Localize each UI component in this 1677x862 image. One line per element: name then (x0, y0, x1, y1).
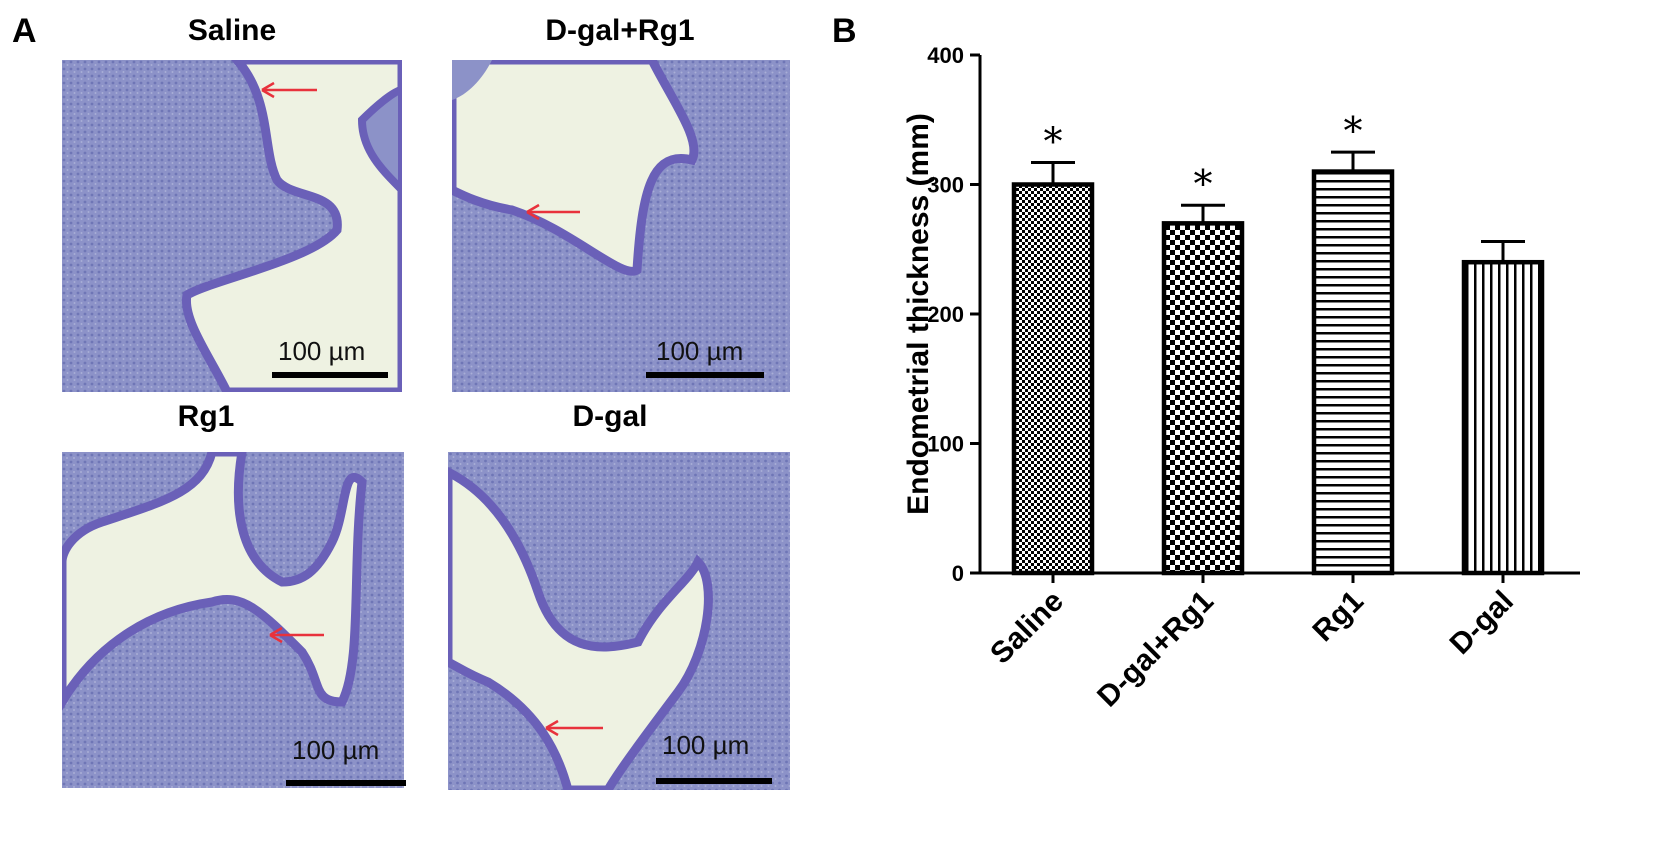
micrograph-saline (62, 60, 402, 392)
significance-marker: * (1194, 162, 1213, 206)
scale-label-dgal: 100 µm (662, 730, 750, 760)
bar-rg1 (1311, 169, 1395, 576)
significance-marker: * (1344, 109, 1363, 153)
micrograph-dgal-rg1 (452, 60, 790, 392)
x-tick-label: D-gal+Rg1 (1091, 585, 1220, 714)
y-tick-label: 100 (927, 432, 964, 457)
scale-bar-dgal (656, 778, 772, 784)
scale-label-dgal-rg1: 100 µm (656, 336, 744, 366)
micro-title-dgal-rg1: D-gal+Rg1 (545, 14, 695, 47)
bar-saline (1011, 182, 1095, 576)
micrograph-dgal (448, 452, 790, 790)
micro-title-rg1: Rg1 (177, 400, 235, 433)
x-tick-label: Rg1 (1307, 585, 1370, 648)
bar-d-gal-rg1 (1161, 221, 1245, 576)
x-tick-label: Saline (984, 585, 1070, 671)
scale-label-rg1: 100 µm (292, 735, 380, 765)
y-tick-label: 400 (927, 43, 964, 68)
micro-title-dgal: D-gal (572, 400, 648, 433)
y-tick-label: 0 (952, 561, 964, 586)
micro-title-saline: Saline (187, 14, 277, 47)
y-tick-label: 200 (927, 302, 964, 327)
bar-chart: 0 100 200 300 400 Endometrial thickness (mm) *… (902, 43, 1580, 714)
y-tick-label: 300 (927, 173, 964, 198)
y-axis-label: Endometrial thickness (mm) (902, 113, 935, 515)
scale-bar-saline (272, 372, 388, 378)
panel-b-letter: B (832, 12, 857, 50)
panel-a-letter: A (12, 12, 37, 50)
scale-bar-dgal-rg1 (646, 372, 764, 378)
scale-bar-rg1 (286, 780, 406, 786)
micrograph-rg1 (62, 452, 404, 788)
significance-marker: * (1044, 119, 1063, 163)
x-tick-label: D-gal (1444, 585, 1520, 661)
scale-label-saline: 100 µm (278, 336, 366, 366)
bar-d-gal (1461, 259, 1545, 576)
